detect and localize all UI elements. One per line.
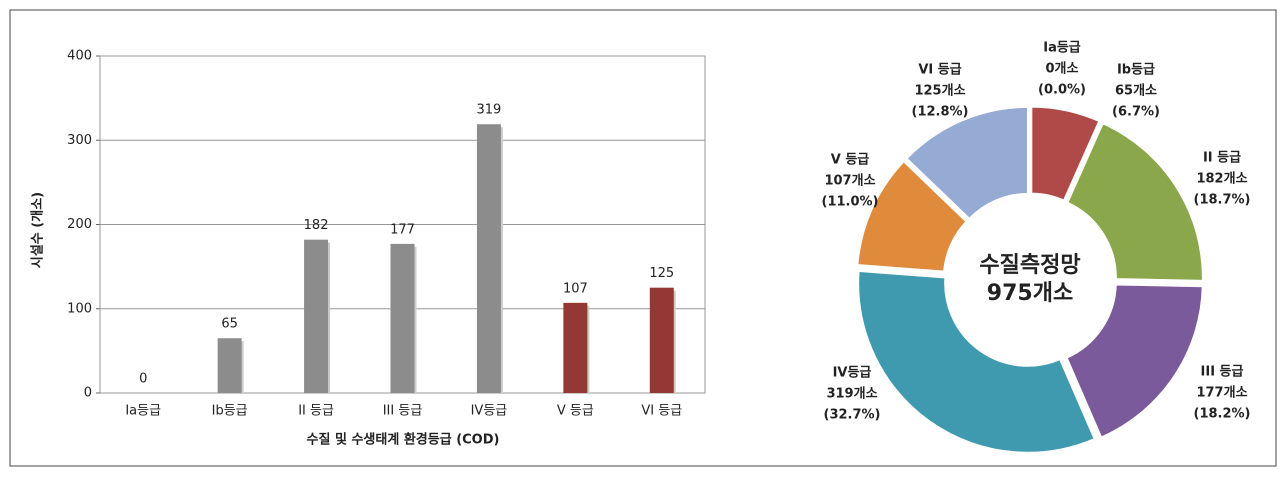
bar (649, 287, 674, 393)
donut-slice (903, 104, 1030, 222)
slice-value: 319개소 (826, 387, 877, 402)
data-label: 177 (390, 222, 415, 237)
slice-name: IV등급 (833, 366, 872, 381)
y-tick-label: 0 (84, 386, 92, 401)
slice-percent: (18.2%) (1194, 407, 1251, 422)
slice-value: 0개소 (1046, 62, 1079, 77)
x-tick-label: Ib등급 (212, 404, 248, 419)
slice-name: Ia등급 (1043, 41, 1081, 56)
data-label: 65 (221, 317, 238, 332)
slice-percent: (32.7%) (824, 408, 881, 423)
x-tick-label: VI 등급 (641, 404, 682, 419)
slice-percent: (0.0%) (1038, 83, 1086, 98)
slice-value: 107개소 (824, 174, 875, 189)
slice-percent: (18.7%) (1194, 193, 1251, 208)
slice-value: 182개소 (1196, 172, 1247, 187)
data-label: 125 (649, 266, 674, 281)
slice-percent: (6.7%) (1112, 105, 1160, 120)
y-tick-label: 400 (67, 49, 92, 64)
x-axis-label: 수질 및 수생태계 환경등급 (COD) (307, 432, 500, 448)
donut-slice (1063, 282, 1205, 441)
donut-slice (856, 268, 1098, 455)
slice-name: V 등급 (831, 153, 870, 168)
slice-percent: (11.0%) (822, 195, 879, 210)
x-tick-label: II 등급 (298, 404, 334, 419)
x-tick-label: III 등급 (383, 404, 423, 419)
center-label: 수질측정망 (979, 253, 1080, 278)
bar (476, 124, 501, 394)
x-tick-label: IV등급 (471, 404, 508, 419)
slice-name: III 등급 (1201, 365, 1244, 380)
slice-value: 65개소 (1115, 84, 1157, 99)
bar (390, 243, 415, 393)
donut-slice (1029, 104, 1102, 204)
bar (304, 239, 329, 393)
donut-slice (1064, 120, 1205, 283)
slice-name: Ib등급 (1117, 63, 1155, 78)
data-label: 182 (304, 218, 329, 233)
slice-value: 177개소 (1196, 386, 1247, 401)
slice-name: VI 등급 (918, 63, 961, 78)
data-label: 319 (477, 103, 502, 118)
center-label: 975개소 (987, 281, 1073, 306)
x-tick-label: V 등급 (557, 404, 594, 419)
slice-name: II 등급 (1203, 151, 1241, 166)
slice-percent: (12.8%) (912, 105, 969, 120)
bar (217, 338, 242, 393)
slice-value: 125개소 (914, 84, 965, 99)
y-tick-label: 100 (67, 301, 92, 316)
donut-slice (855, 158, 970, 274)
data-label: 0 (139, 372, 147, 387)
x-tick-label: Ia등급 (125, 404, 161, 419)
y-tick-label: 200 (67, 217, 92, 232)
y-axis-label: 시설수 (개소) (31, 192, 46, 268)
bar (563, 302, 588, 393)
y-tick-label: 300 (67, 133, 92, 148)
data-label: 107 (563, 281, 588, 296)
